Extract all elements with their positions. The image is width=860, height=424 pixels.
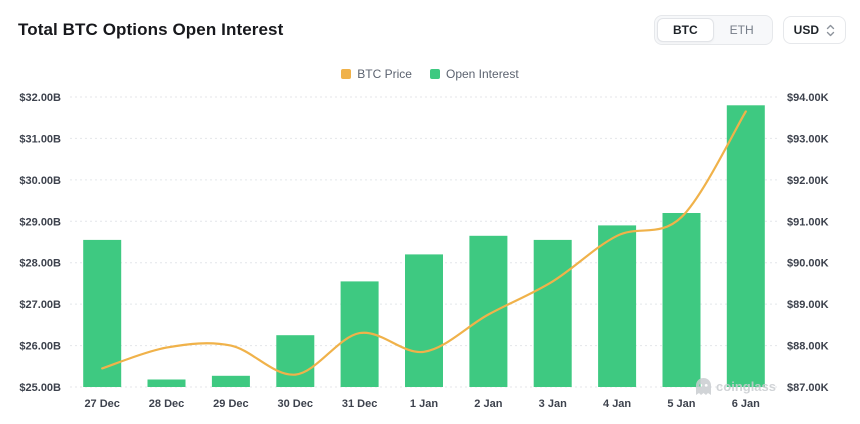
header: Total BTC Options Open Interest BTC ETH … <box>0 0 860 45</box>
x-axis-label: 29 Dec <box>213 398 248 410</box>
chart-area: $32.00B $94.00K $31.00B $93.00K $30.00B $92.0… <box>0 87 860 419</box>
page-title: Total BTC Options Open Interest <box>18 20 284 39</box>
legend-item-btc-price[interactable]: BTC Price <box>341 67 412 81</box>
x-axis-label: 6 Jan <box>732 398 760 410</box>
legend-item-open-interest[interactable]: Open Interest <box>429 67 519 81</box>
right-axis-label: $93.00K <box>787 133 829 145</box>
asset-toggle: BTC ETH <box>653 15 773 45</box>
x-axis-label: 30 Dec <box>278 398 313 410</box>
legend-label-open-interest: Open Interest <box>445 67 519 81</box>
eth-toggle-button[interactable]: ETH <box>714 18 770 42</box>
x-axis-label: 4 Jan <box>603 398 631 410</box>
btc-price-line <box>101 110 747 376</box>
right-axis-label: $94.00K <box>787 92 829 104</box>
left-axis-label: $29.00B <box>19 216 61 228</box>
x-axis-label: 31 Dec <box>342 398 377 410</box>
btc-price-swatch <box>341 69 352 79</box>
left-axis-label: $25.00B <box>19 382 61 394</box>
left-axis-label: $31.00B <box>19 133 61 145</box>
bar-1-jan[interactable] <box>405 254 443 387</box>
btc-toggle-button[interactable]: BTC <box>656 18 714 42</box>
legend-label-btc-price: BTC Price <box>357 67 412 81</box>
bar-30-dec[interactable] <box>276 335 315 387</box>
left-axis-label: $27.00B <box>19 299 61 311</box>
chart-legend: BTC Price Open Interest <box>0 67 860 81</box>
right-axis-label: $88.00K <box>787 341 829 353</box>
right-axis-label: $92.00K <box>787 175 829 187</box>
left-axis-label: $26.00B <box>19 341 61 353</box>
left-axis-label: $28.00B <box>19 258 61 270</box>
bar-2-jan[interactable] <box>469 235 508 387</box>
x-axis-label: 2 Jan <box>474 398 502 410</box>
open-interest-swatch <box>429 69 440 79</box>
bar-27-dec[interactable] <box>83 239 122 387</box>
bar-5-jan[interactable] <box>662 213 701 387</box>
bar-6-jan[interactable] <box>726 105 765 388</box>
left-axis-label: $32.00B <box>19 92 61 104</box>
right-axis-label: $87.00K <box>787 382 829 394</box>
updown-chevron-icon <box>826 24 835 36</box>
bar-4-jan[interactable] <box>598 225 637 387</box>
x-axis-label: 5 Jan <box>667 398 695 410</box>
currency-select[interactable]: USD <box>782 16 846 44</box>
x-axis-label: 1 Jan <box>410 398 438 410</box>
x-axis-label: 27 Dec <box>84 398 119 410</box>
right-axis-label: $89.00K <box>787 299 829 311</box>
bar-28-dec[interactable] <box>147 379 186 388</box>
x-axis-label: 3 Jan <box>539 398 567 410</box>
bar-29-dec[interactable] <box>211 375 250 387</box>
header-controls: BTC ETH USD <box>653 15 846 45</box>
right-axis-label: $90.00K <box>787 258 829 270</box>
left-axis-label: $30.00B <box>19 175 61 187</box>
currency-label: USD <box>793 23 819 37</box>
x-axis-label: 28 Dec <box>149 398 184 410</box>
bar-3-jan[interactable] <box>533 239 572 387</box>
right-axis-label: $91.00K <box>787 216 829 228</box>
combo-chart: $32.00B $94.00K $31.00B $93.00K $30.00B $92.0… <box>19 92 829 410</box>
